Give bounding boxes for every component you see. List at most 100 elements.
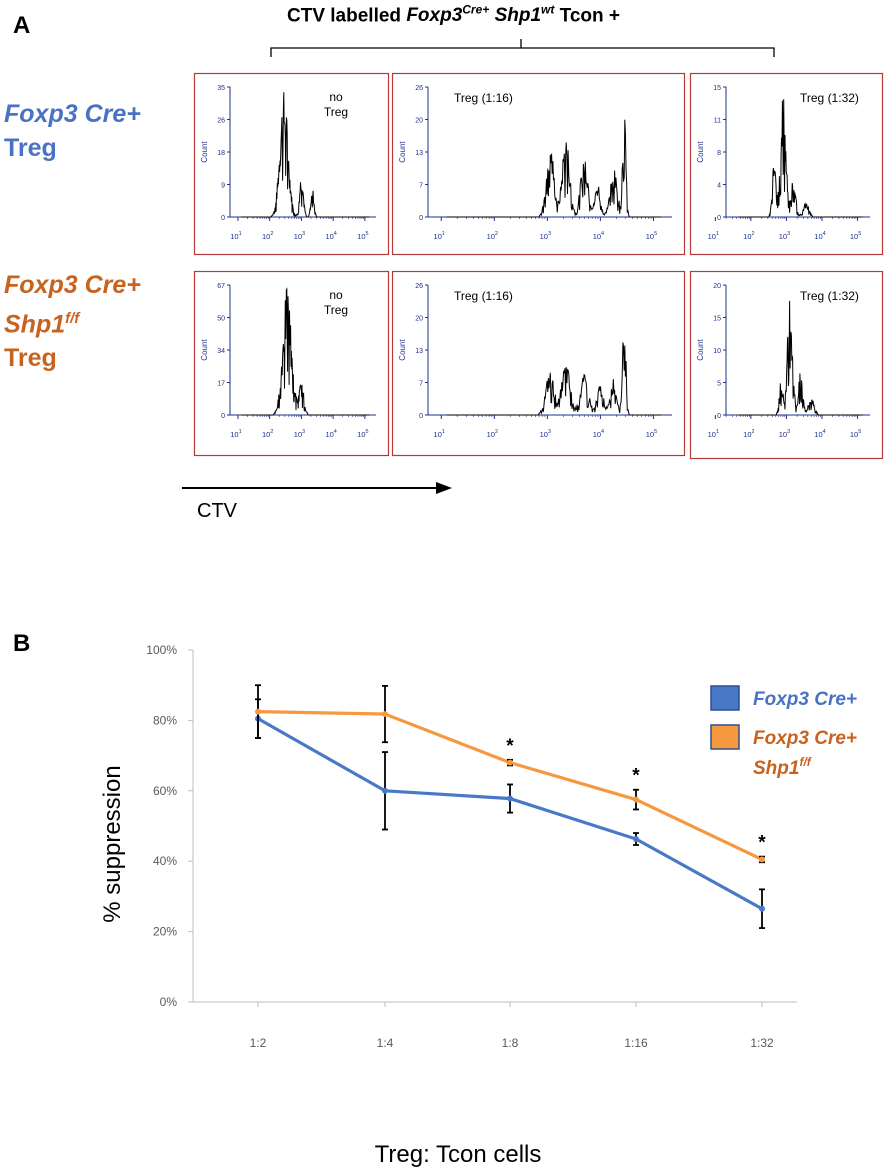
histogram-y-tick-label: 13 (415, 348, 423, 355)
significance-star: * (632, 766, 640, 787)
data-point (633, 796, 639, 803)
histogram-x-tick-label: 104 (325, 231, 336, 241)
row2-label: Foxp3 Cre+ Shp1f/f Treg (4, 271, 141, 373)
histogram-y-tick-label: 5 (717, 381, 721, 388)
histogram-y-tick-label: 0 (221, 413, 225, 420)
histogram-x-tick-label: 102 (262, 231, 273, 241)
histogram-y-tick-label: 0 (419, 215, 423, 222)
histogram-y-title: Count (696, 339, 705, 361)
histogram-y-tick-label: 8 (717, 150, 721, 157)
histogram-y-tick-label: 34 (217, 348, 225, 355)
histogram-x-tick-exponent: 1 (239, 231, 242, 237)
chart-x-tick-label: 1:32 (750, 1036, 774, 1050)
histogram-y-tick-label: 26 (217, 118, 225, 125)
panel-a-header: CTV labelled Foxp3Cre+ Shp1wt Tcon + (287, 3, 621, 27)
histogram-title: Treg (1:32) (800, 91, 859, 105)
histogram-x-tick-exponent: 3 (787, 231, 790, 237)
histogram-title-line: no (329, 288, 343, 302)
histogram-x-tick-label: 103 (294, 231, 305, 241)
histogram-frame (391, 270, 686, 457)
histogram-y-tick-label: 0 (221, 215, 225, 222)
histogram-y-title: Count (696, 141, 705, 163)
histogram-x-tick-label: 105 (357, 231, 368, 241)
chart-y-tick-label: 40% (153, 854, 177, 868)
header-bracket (270, 39, 775, 57)
histogram-x-tick-exponent: 4 (334, 231, 337, 237)
data-point (507, 795, 513, 802)
histogram-x-tick-label: 105 (850, 429, 861, 439)
significance-star: * (506, 736, 514, 757)
histogram-y-tick-label: 67 (217, 283, 225, 290)
histogram-x-tick-exponent: 4 (823, 429, 826, 435)
histogram-y-tick-label: 18 (217, 150, 225, 157)
histogram-x-tick-label: 102 (487, 231, 498, 241)
histogram-y-tick-label: 7 (419, 183, 423, 190)
chart-x-tick-label: 1:16 (624, 1036, 648, 1050)
histogram-x-tick-exponent: 3 (548, 231, 551, 237)
histogram-y-tick-label: 0 (419, 413, 423, 420)
legend-label: Foxp3 Cre+ (753, 689, 857, 710)
histogram-x-tick-label: 104 (814, 231, 825, 241)
histogram-x-tick-label: 105 (646, 429, 657, 439)
histogram-x-tick-label: 102 (743, 429, 754, 439)
histogram-x-tick-label: 101 (708, 429, 719, 439)
histogram-x-tick-exponent: 5 (654, 429, 657, 435)
panel-a-letter: A (13, 12, 31, 39)
histogram-trace (241, 92, 370, 218)
histogram-x-tick-exponent: 3 (302, 231, 305, 237)
histogram-title-line: Treg (324, 303, 348, 317)
histogram-x-tick-exponent: 3 (548, 429, 551, 435)
histogram-title-line: Treg (324, 105, 348, 119)
histogram-x-tick-label: 105 (357, 429, 368, 439)
data-point (507, 759, 513, 766)
legend-swatch (710, 724, 740, 750)
suppression-line-chart: 0% 20% 40% 60% 80% 100% 1:2 1:4 1:8 1:16 1:32 Treg:… (99, 643, 857, 1168)
histogram-y-tick-label: 15 (713, 316, 721, 323)
histogram-x-tick-exponent: 1 (239, 429, 242, 435)
histogram-x-tick-exponent: 1 (716, 231, 719, 237)
histogram-x-tick-label: 104 (325, 429, 336, 439)
histogram-x-tick-exponent: 5 (858, 231, 861, 237)
data-point (255, 708, 261, 715)
histogram-x-tick-label: 103 (779, 429, 790, 439)
histogram-x-tick-exponent: 5 (654, 231, 657, 237)
histogram-x-tick-label: 103 (779, 231, 790, 241)
histogram-x-tick-exponent: 5 (858, 429, 861, 435)
histogram-x-tick-exponent: 4 (601, 231, 604, 237)
histogram-trace (738, 300, 863, 416)
chart-y-tick-label: 100% (146, 643, 177, 657)
significance-star: * (758, 833, 766, 854)
histogram-x-tick-exponent: 4 (334, 429, 337, 435)
histogram-frame (193, 72, 390, 256)
histogram-trace (738, 99, 863, 218)
histogram-y-tick-label: 50 (217, 316, 225, 323)
histogram-frame (689, 270, 884, 460)
histogram-y-tick-label: 35 (217, 85, 225, 92)
data-point (382, 787, 388, 794)
histogram-y-title: Count (200, 141, 209, 163)
series-1 (255, 698, 765, 929)
histogram-y-tick-label: 11 (714, 118, 721, 125)
histogram-y-tick-label: 9 (221, 183, 225, 190)
ctv-axis-label: CTV (197, 500, 237, 522)
histogram-y-tick-label: 26 (415, 283, 423, 290)
histogram-x-tick-exponent: 2 (495, 231, 498, 237)
histogram-x-tick-label: 104 (593, 231, 604, 241)
row1-label: Foxp3 Cre+ Treg (4, 100, 141, 162)
chart-x-tick-label: 1:8 (502, 1036, 519, 1050)
histogram-x-tick-label: 101 (230, 231, 241, 241)
histogram-x-tick-exponent: 4 (823, 231, 826, 237)
histogram-x-tick-label: 105 (850, 231, 861, 241)
chart-x-tick-label: 1:4 (377, 1036, 394, 1050)
histogram-x-tick-label: 105 (646, 231, 657, 241)
histogram-y-tick-label: 7 (419, 381, 423, 388)
chart-y-tick-label: 20% (153, 925, 177, 939)
histogram-title: Treg (1:32) (800, 289, 859, 303)
histogram-x-tick-exponent: 1 (442, 429, 445, 435)
legend-swatch (710, 685, 740, 711)
histogram-y-tick-label: 13 (415, 150, 423, 157)
